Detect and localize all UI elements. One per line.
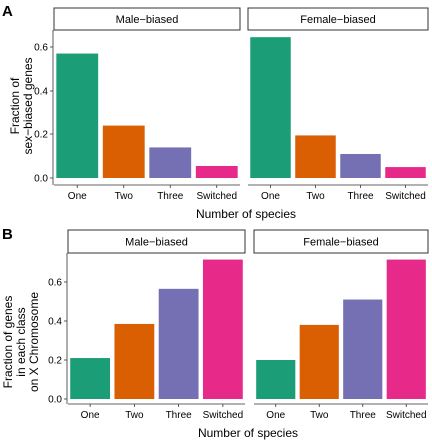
panel-b-facet-2-strip — [253, 229, 429, 254]
panel-b-facet-2-x-tick-label-one: One — [266, 410, 285, 421]
panel-b-facet-2-x-tick-label-three: Three — [350, 410, 377, 421]
panel-b-y-tick-label: 0.0 — [48, 395, 62, 406]
panel-a-y-tick-label: 0.0 — [34, 174, 48, 185]
panel-b-y-tick-label: 0.6 — [48, 278, 62, 289]
panel-b-ylabel-line-3: on X Chromosome — [27, 292, 41, 392]
panel-a-facet-2-x-tick-label-two: Two — [306, 191, 325, 202]
panel-b-facet-2-bar-one — [256, 360, 296, 399]
panel-a-facet-1-x-tick-label-three: Three — [157, 191, 184, 202]
panel-b-facet-2-bar-three — [343, 299, 383, 399]
panel-b-facet-2-x-tick-label-switched: Switched — [386, 410, 427, 421]
panel-b-facet-1-bar-two — [114, 323, 155, 399]
panel-b-facet-1-bar-three — [158, 288, 199, 399]
panel-b-facet-1-strip-label: Male−biased — [125, 237, 188, 249]
panel-b-facet-2-strip-label: Female−biased — [303, 237, 379, 249]
panel-letter-a: A — [2, 3, 13, 20]
panel-b-ylabel-line-1: Fraction of genes — [1, 296, 15, 389]
panel-a-facet-1-bar-two — [102, 125, 145, 178]
panel-b-xlabel: Number of species — [198, 426, 298, 440]
panel-a-y-tick-label: 0.6 — [34, 43, 48, 54]
panel-a-facet-2-strip-label: Female−biased — [300, 14, 376, 26]
panel-a-facet-1-strip — [53, 7, 241, 31]
panel-a-facet-1-bar-switched — [195, 165, 238, 178]
panel-a-facet-1-x-tick-label-one: One — [68, 191, 87, 202]
panel-b-facet-1-strip — [67, 229, 246, 254]
panel-a-xlabel: Number of species — [196, 207, 296, 221]
panel-a-facet-2-bar-two — [295, 135, 336, 178]
panel-b-y-tick-label: 0.4 — [48, 317, 62, 328]
panel-b-facet-2-bar-two — [299, 324, 339, 399]
panel-a-facet-2-x-tick-label-one: One — [261, 191, 280, 202]
panel-a-facet-1-strip-label: Male−biased — [116, 14, 179, 26]
plot-layer: 0.0 0.2 0.4 0.6 Male−biased One Two Three Switch… — [34, 7, 429, 421]
panel-a-facet-2-x-tick-label-three: Three — [347, 191, 374, 202]
panel-a-ylabel-line-1: Fraction of — [8, 77, 22, 134]
panel-b-ylabel-line-2: in each class — [14, 307, 28, 376]
panel-b-facet-1-x-tick-label-three: Three — [166, 410, 193, 421]
panel-a-facet-1-bar-three — [149, 147, 192, 178]
panel-a-facet-2-bar-switched — [385, 167, 426, 178]
panel-b-facet-1-x-tick-label-two: Two — [125, 410, 144, 421]
panel-b-facet-1-bar-switched — [202, 259, 243, 399]
panel-a-facet-2-bar-three — [340, 153, 381, 178]
panel-a-facet-1-bar-one — [56, 53, 99, 178]
panel-a-facet-2-bar-one — [250, 37, 291, 178]
panel-b-facet-1-x-tick-label-switched: Switched — [203, 410, 244, 421]
panel-b-y-tick-label: 0.2 — [48, 356, 62, 367]
panel-a-facet-2-strip — [247, 7, 429, 31]
panel-letter-b: B — [2, 226, 13, 243]
panel-a-y-tick-label: 0.4 — [34, 87, 48, 98]
panel-b-facet-2-x-tick-label-two: Two — [310, 410, 329, 421]
panel-b-facet-1-bar-one — [70, 358, 111, 399]
panel-b-facet-1-x-tick-label-one: One — [81, 410, 100, 421]
panel-a-ylabel-line-2: sex−biased genes — [21, 57, 35, 154]
panel-a-facet-1-x-tick-label-switched: Switched — [196, 191, 237, 202]
panel-b-facet-2-bar-switched — [386, 259, 426, 399]
panel-a-y-tick-label: 0.2 — [34, 130, 48, 141]
panel-a-facet-2-x-tick-label-switched: Switched — [385, 191, 426, 202]
panel-a-facet-1-x-tick-label-two: Two — [115, 191, 134, 202]
